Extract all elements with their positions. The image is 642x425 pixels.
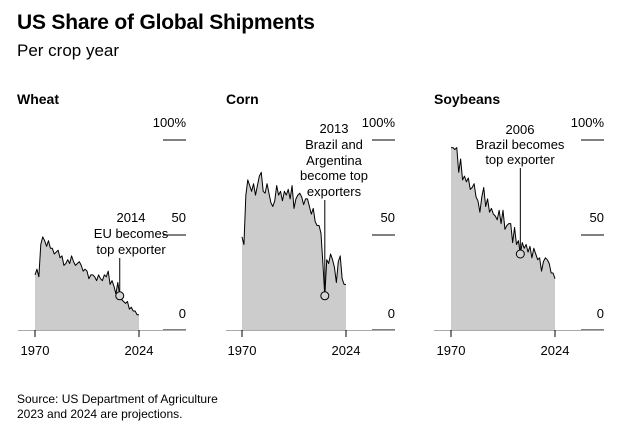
chart-title: US Share of Global Shipments xyxy=(17,11,315,34)
annotation-text-wheat: 2014 xyxy=(117,210,146,225)
chart-footer: Source: US Department of Agriculture 202… xyxy=(17,392,218,422)
y-tick-label-soybeans: 50 xyxy=(590,210,604,225)
y-tick-label-corn: 100% xyxy=(362,115,396,130)
source-note: Source: US Department of Agriculture xyxy=(17,392,218,406)
x-tick-label-corn: 2024 xyxy=(332,343,361,358)
y-tick-label-wheat: 0 xyxy=(179,306,186,321)
chart-subtitle: Per crop year xyxy=(17,41,120,60)
annotation-text-corn: 2013 xyxy=(320,121,349,136)
annotation-text-soybeans: Brazil becomes xyxy=(476,137,565,152)
annotation-text-wheat: top exporter xyxy=(96,242,166,257)
area-wheat xyxy=(35,236,139,330)
y-tick-label-corn: 0 xyxy=(388,306,395,321)
area-corn xyxy=(242,172,346,330)
x-tick-label-wheat: 2024 xyxy=(125,343,154,358)
x-tick-label-soybeans: 1970 xyxy=(437,343,466,358)
annotation-text-soybeans: 2006 xyxy=(506,122,535,137)
projection-note: 2023 and 2024 are projections. xyxy=(17,407,183,421)
series-line-corn xyxy=(241,171,346,297)
annotation-text-wheat: EU becomes xyxy=(94,226,169,241)
panel-title-soybeans: Soybeans xyxy=(434,91,501,107)
panel-title-corn: Corn xyxy=(226,91,259,107)
annotation-text-corn: become top xyxy=(300,168,368,183)
annotation-text-corn: Argentina xyxy=(306,153,362,168)
x-tick-label-soybeans: 2024 xyxy=(541,343,570,358)
annotation-text-corn: Brazil and xyxy=(305,137,363,152)
y-tick-label-wheat: 100% xyxy=(153,115,187,130)
y-tick-label-soybeans: 0 xyxy=(597,306,604,321)
annotation-marker-soybeans xyxy=(515,249,525,259)
x-tick-label-corn: 1970 xyxy=(228,343,257,358)
y-tick-label-soybeans: 100% xyxy=(571,115,605,130)
annotation-text-soybeans: top exporter xyxy=(485,152,555,167)
y-tick-label-corn: 50 xyxy=(381,210,395,225)
x-tick-label-wheat: 1970 xyxy=(21,343,50,358)
series-line-soybeans xyxy=(451,147,556,279)
panel-title-wheat: Wheat xyxy=(17,91,59,107)
annotation-text-corn: exporters xyxy=(307,184,362,199)
area-soybeans xyxy=(451,147,555,330)
y-tick-label-wheat: 50 xyxy=(172,210,186,225)
annotation-marker-wheat xyxy=(115,291,125,301)
annotation-marker-corn xyxy=(320,291,330,301)
